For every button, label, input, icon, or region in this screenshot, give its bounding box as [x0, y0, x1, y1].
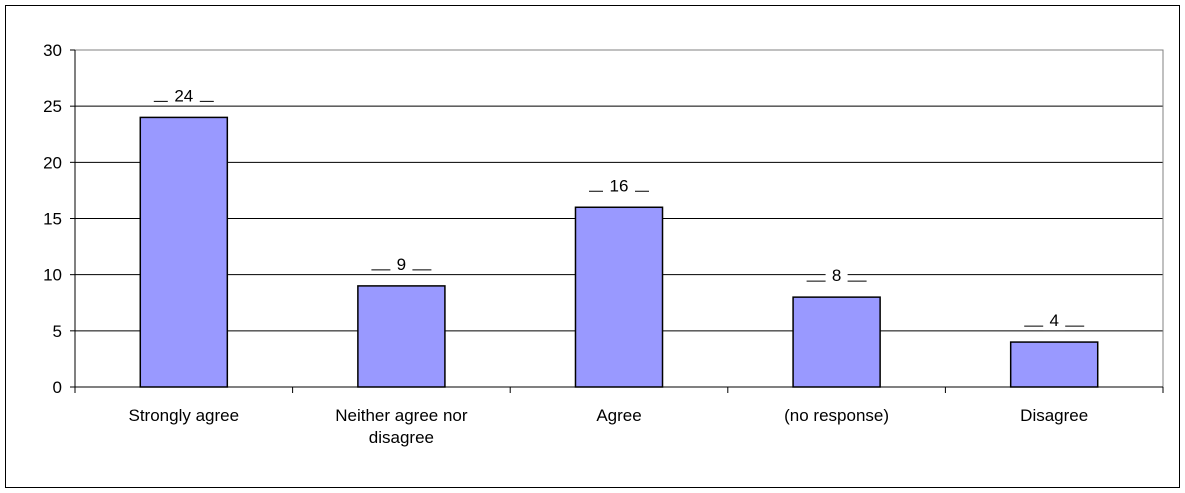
data-labels: 24 9 16 8 4 — [153, 83, 1085, 331]
y-tick-label: 0 — [53, 378, 62, 397]
y-tick-label: 15 — [43, 210, 62, 229]
data-label-background — [825, 263, 848, 286]
y-tick-label: 20 — [43, 153, 62, 172]
bar — [792, 296, 881, 388]
y-tick-label: 25 — [43, 97, 62, 116]
x-category-label: (no response) — [784, 406, 889, 425]
x-category-label: disagree — [369, 428, 434, 447]
data-label: 24 — [174, 86, 193, 105]
y-tick-label: 30 — [43, 41, 62, 60]
bar — [139, 116, 229, 388]
data-label: 16 — [610, 176, 629, 195]
data-label-background — [1043, 308, 1066, 331]
x-category-label: Strongly agree — [129, 406, 240, 425]
bar — [574, 206, 664, 388]
data-label-background — [167, 83, 200, 106]
x-axis: Strongly agree Neither agree nor disagree A… — [74, 386, 1164, 447]
data-label-background — [603, 173, 635, 196]
bars — [139, 116, 1099, 388]
x-category-label: Neither agree nor — [335, 406, 468, 425]
y-tick-label: 10 — [43, 266, 62, 285]
data-label-background — [390, 251, 413, 274]
y-axis: 0 5 10 15 20 25 30 — [43, 41, 76, 397]
x-category-label: Disagree — [1020, 406, 1088, 425]
data-label: 8 — [832, 266, 841, 285]
y-tick-label: 5 — [53, 322, 62, 341]
bar — [357, 285, 446, 388]
bar — [1009, 341, 1099, 388]
x-category-label: Agree — [596, 406, 641, 425]
data-label: 4 — [1049, 311, 1058, 330]
data-label: 9 — [397, 255, 406, 274]
